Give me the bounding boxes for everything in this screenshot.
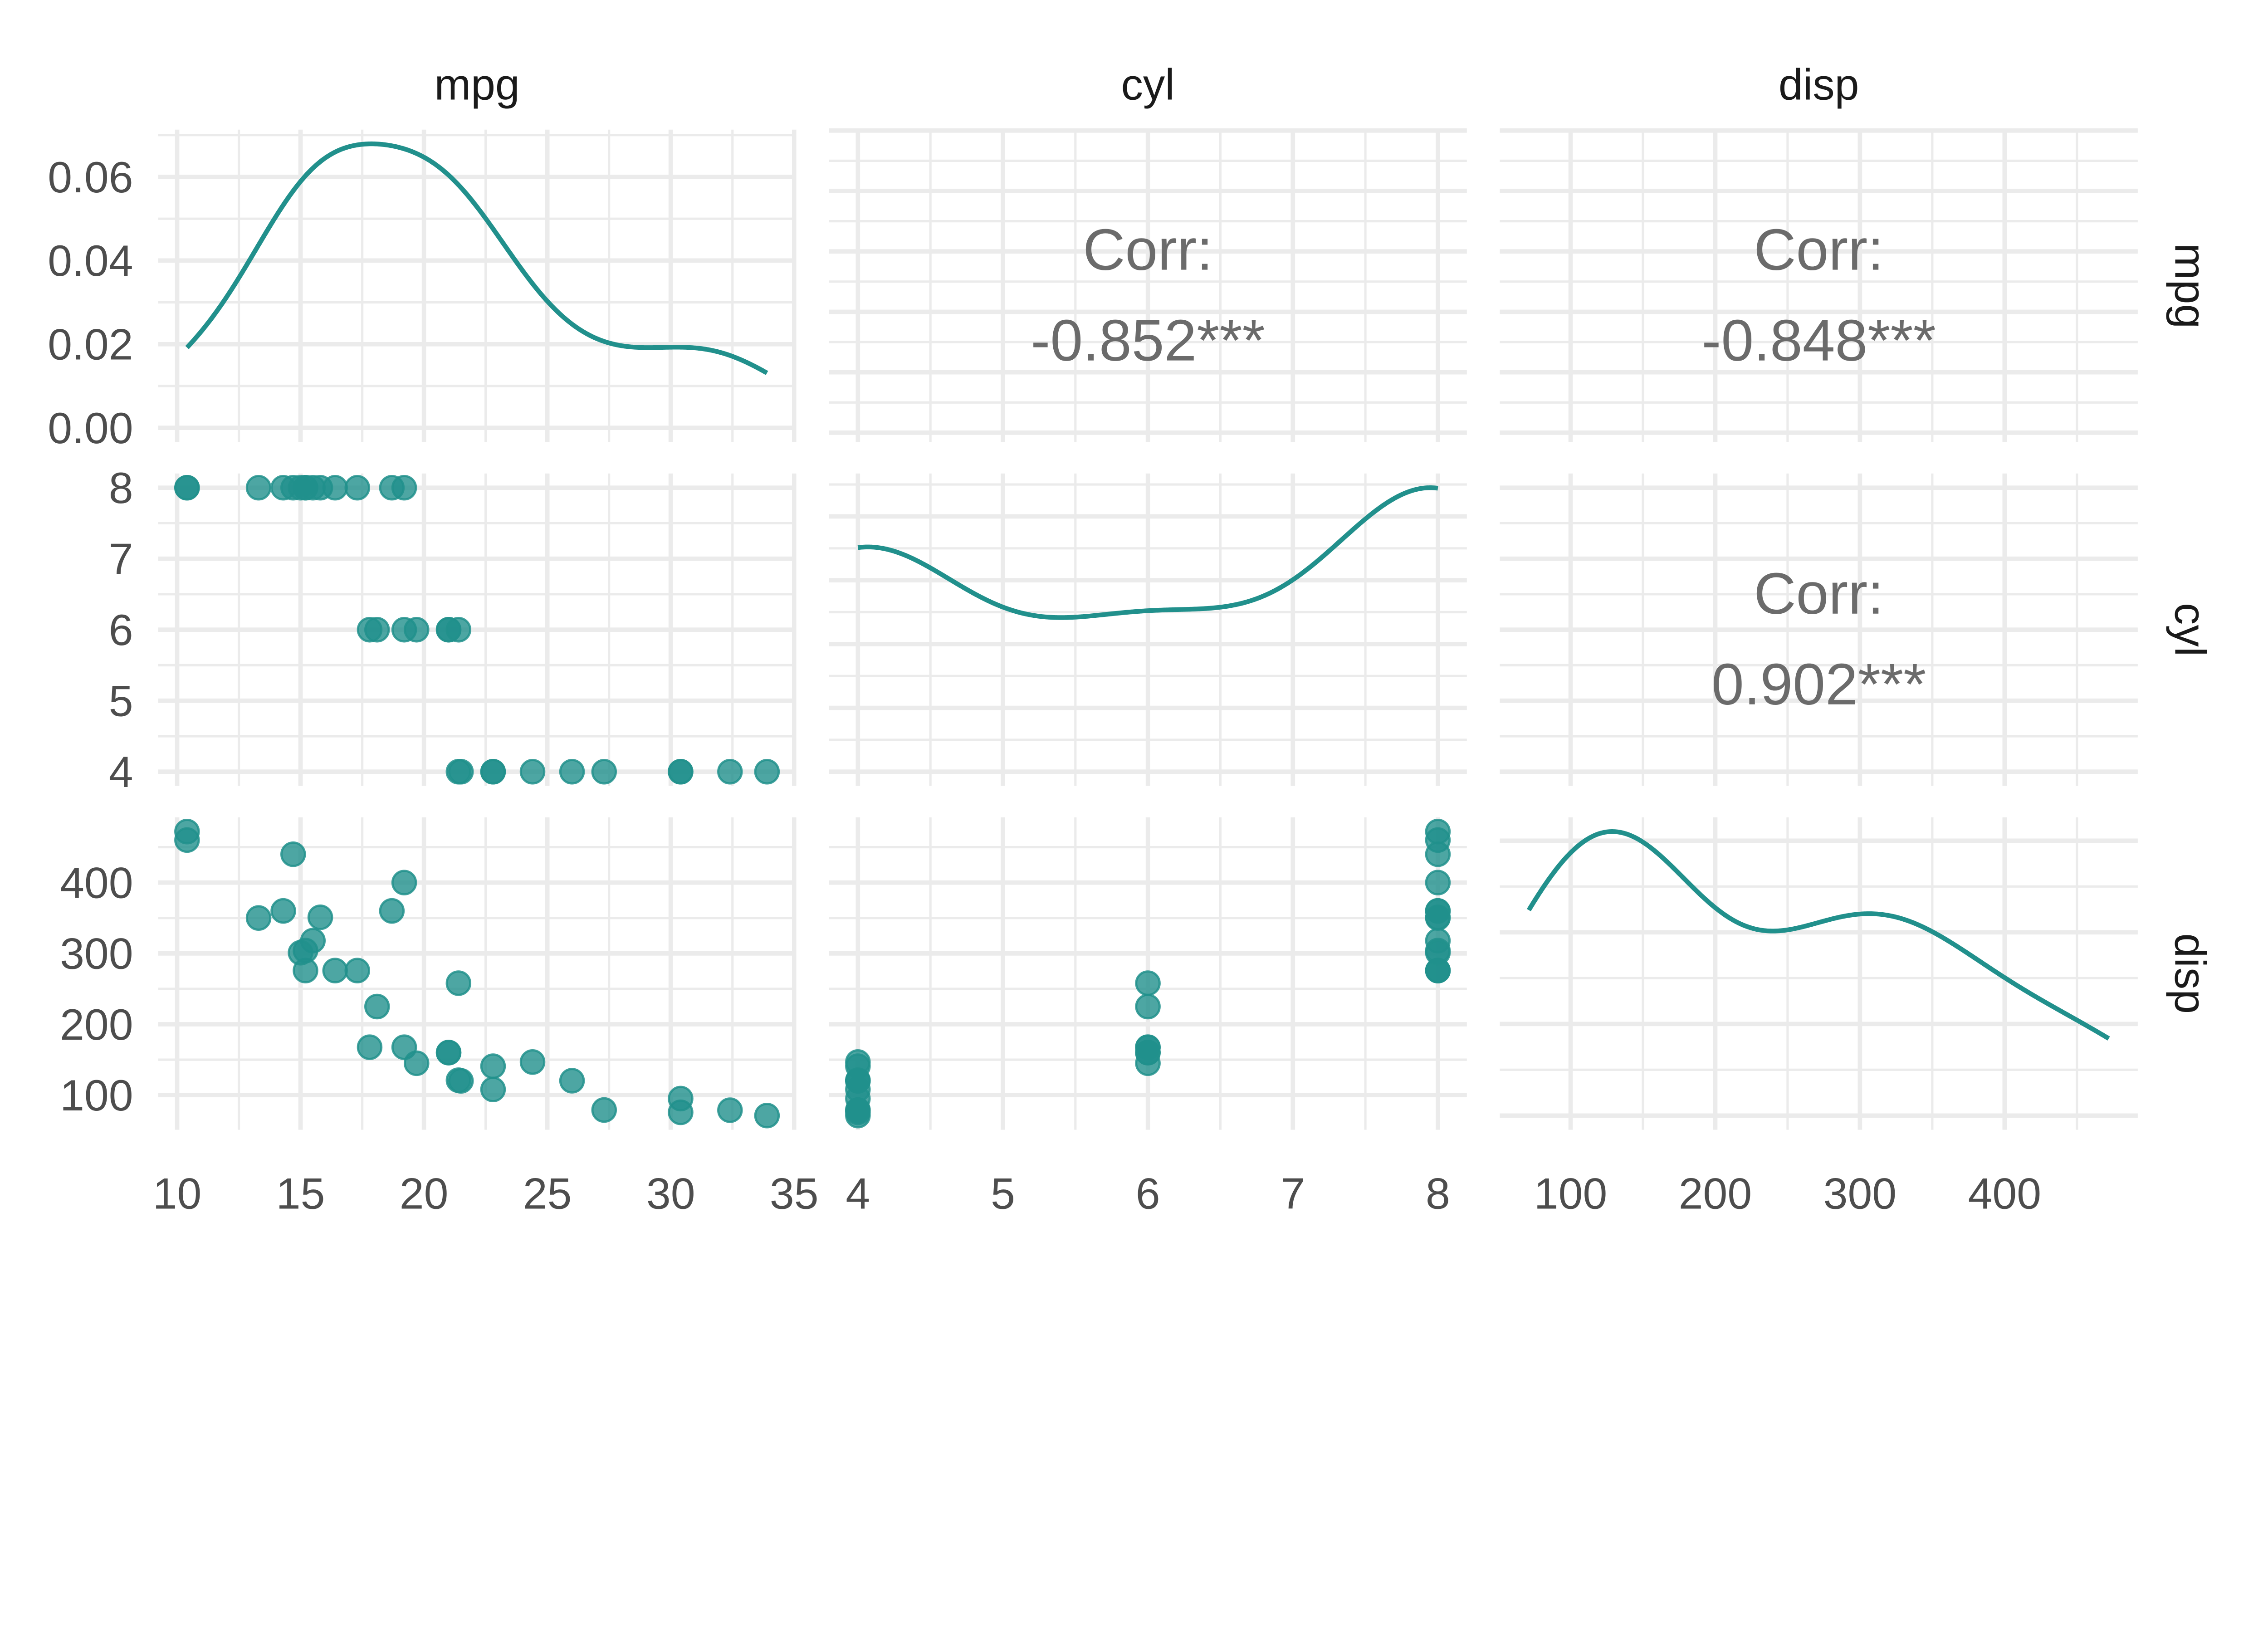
y-tick-label: 300: [60, 929, 133, 978]
scatter-point: [357, 616, 383, 643]
y-tick-label: 5: [109, 676, 133, 726]
strip-label-top: cyl: [1121, 59, 1175, 109]
scatter-point: [717, 1097, 743, 1123]
scatter-point: [288, 940, 313, 966]
scatter-point: [445, 1067, 472, 1093]
x-tick-label: 25: [523, 1169, 572, 1218]
scatter-point: [717, 759, 743, 785]
mark-layer: [174, 141, 2110, 1129]
scatter-point: [845, 1067, 871, 1093]
x-tick-label: 4: [846, 1169, 870, 1218]
scatter-point: [591, 1097, 617, 1123]
strip-label-right: disp: [2166, 934, 2215, 1014]
y-tick-label: 100: [60, 1071, 133, 1120]
density-line-cyl: [857, 485, 1438, 620]
y-tick-label: 0.02: [48, 320, 133, 369]
y-tick-label: 0.00: [48, 403, 133, 453]
scatter-point: [668, 1085, 694, 1112]
correlation-value: -0.848***: [1701, 308, 1936, 373]
scatter-point: [344, 474, 370, 501]
scatter-point: [480, 1053, 506, 1079]
x-tick-label: 10: [153, 1169, 202, 1218]
scatter-point: [445, 616, 472, 643]
x-tick-label: 7: [1281, 1169, 1305, 1218]
correlation-value: -0.852***: [1031, 308, 1265, 373]
x-tick-label: 15: [276, 1169, 325, 1218]
scatter-point: [1425, 841, 1451, 867]
y-tick-label: 4: [109, 747, 133, 797]
scatter-point: [480, 759, 506, 785]
x-tick-label: 5: [991, 1169, 1015, 1218]
x-tick-label: 8: [1426, 1169, 1450, 1218]
scatter-point: [1425, 870, 1451, 895]
scatter-point: [174, 827, 200, 853]
scatter-point: [174, 474, 200, 501]
correlation-label: Corr:: [1083, 217, 1213, 283]
strip-label-right: mpg: [2166, 243, 2215, 328]
scatter-point: [280, 841, 306, 867]
scatter-point: [391, 870, 417, 895]
scatter-point: [1135, 1050, 1161, 1076]
scatter-point: [270, 898, 296, 924]
x-tick-label: 20: [400, 1169, 449, 1218]
correlation-label: Corr:: [1754, 217, 1884, 283]
scatter-point: [344, 958, 370, 983]
scatter-point: [754, 1103, 780, 1129]
scatter-point: [288, 474, 313, 501]
x-tick-label: 100: [1534, 1169, 1607, 1218]
scatter-point: [322, 958, 348, 983]
x-tick-label: 30: [646, 1169, 695, 1218]
scatter-point: [245, 474, 272, 501]
scatter-point: [404, 616, 430, 643]
scatter-point: [445, 970, 472, 996]
y-tick-label: 200: [60, 1000, 133, 1049]
y-tick-label: 0.06: [48, 152, 133, 202]
strip-label-top: disp: [1779, 59, 1859, 109]
scatter-point: [559, 1068, 585, 1094]
x-tick-label: 400: [1968, 1169, 2041, 1218]
scatter-point: [391, 474, 417, 501]
text-layer: Corr: -0.852*** Corr: -0.848*** Corr: 0.902**…: [48, 59, 2215, 1218]
x-tick-label: 300: [1823, 1169, 1897, 1218]
correlation-label: Corr:: [1754, 561, 1884, 626]
scatter-point: [1135, 970, 1161, 996]
scatter-point: [435, 1040, 462, 1066]
x-tick-label: 200: [1679, 1169, 1752, 1218]
strip-label-top: mpg: [434, 59, 519, 109]
x-tick-label: 6: [1136, 1169, 1160, 1218]
y-tick-label: 6: [109, 605, 133, 655]
scatter-point: [357, 1034, 383, 1060]
correlation-value: 0.902***: [1711, 652, 1926, 717]
scatter-point: [379, 898, 405, 924]
scatter-point: [754, 759, 780, 785]
y-tick-label: 8: [109, 463, 133, 513]
scatter-point: [307, 904, 333, 930]
density-line-mpg: [185, 141, 768, 375]
scatter-point: [445, 759, 472, 785]
scatter-point: [1135, 993, 1161, 1020]
pairs-plot: Corr: -0.852*** Corr: -0.848*** Corr: 0.902**…: [48, 59, 2215, 1218]
scatter-point: [519, 1049, 546, 1075]
scatter-point: [1425, 904, 1451, 930]
scatter-point: [480, 1076, 506, 1102]
scatter-point: [1425, 940, 1451, 966]
x-tick-label: 35: [770, 1169, 819, 1218]
scatter-point: [245, 905, 272, 931]
density-line-disp: [1526, 829, 2110, 1041]
scatter-point: [591, 759, 617, 785]
scatter-point: [559, 759, 585, 785]
y-tick-label: 7: [109, 534, 133, 584]
y-tick-label: 400: [60, 858, 133, 908]
scatter-point: [404, 1050, 430, 1076]
y-tick-label: 0.04: [48, 236, 133, 285]
scatter-point: [519, 759, 546, 785]
scatter-point: [364, 993, 390, 1020]
strip-label-right: cyl: [2166, 603, 2215, 656]
scatter-point: [668, 759, 694, 785]
